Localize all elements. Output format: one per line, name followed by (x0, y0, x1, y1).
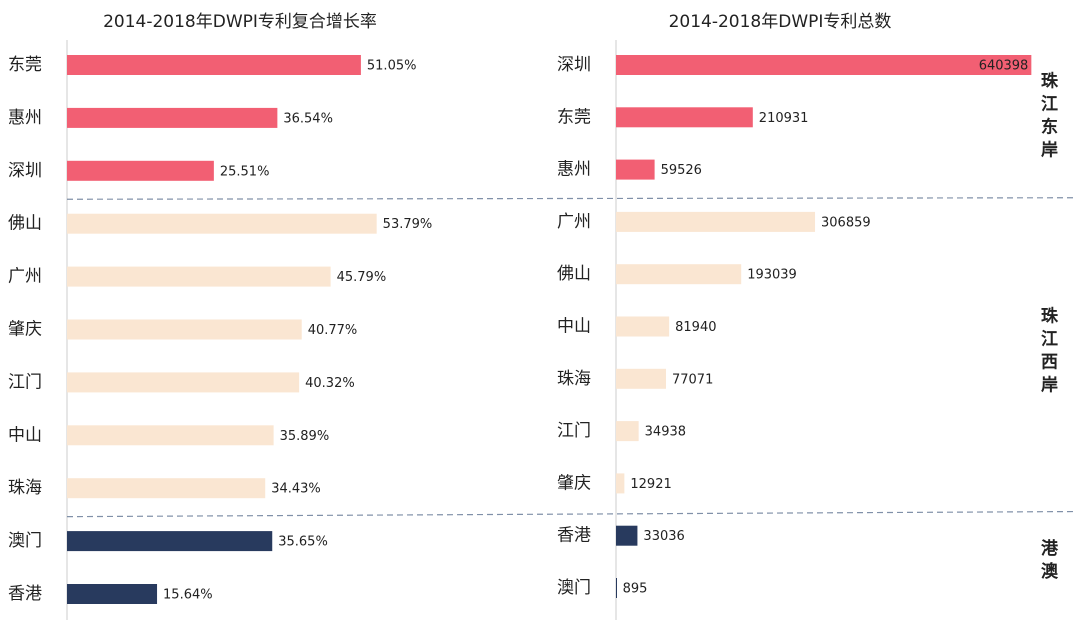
bar (616, 316, 670, 337)
value-label: 193039 (747, 268, 797, 283)
group-label: 珠江西岸 (1037, 307, 1058, 399)
bar (67, 478, 266, 499)
value-label: 34938 (645, 425, 686, 440)
value-label: 59526 (661, 163, 702, 178)
chart-title: 2014-2018年DWPI专利总数 (669, 12, 892, 32)
bar (67, 531, 273, 552)
bar (616, 55, 1032, 75)
value-label: 53.79% (383, 217, 433, 232)
category-label: 肇庆 (557, 473, 591, 493)
bar (616, 159, 655, 180)
bar (616, 107, 753, 128)
bar (67, 425, 274, 446)
category-label: 深圳 (8, 161, 42, 181)
bar (616, 525, 638, 546)
value-label: 36.54% (283, 111, 333, 126)
bar (616, 473, 625, 494)
category-label: 肇庆 (8, 320, 42, 340)
bar (616, 368, 666, 389)
value-label: 12921 (630, 477, 671, 492)
bar (67, 319, 302, 340)
value-label: 15.64% (163, 588, 213, 603)
category-label: 东莞 (8, 55, 42, 75)
bar (616, 211, 816, 232)
value-label: 51.05% (367, 59, 417, 74)
value-label: 77071 (672, 372, 713, 387)
bar (67, 160, 214, 181)
value-label: 35.65% (278, 535, 328, 550)
category-label: 深圳 (557, 55, 591, 75)
category-label: 香港 (8, 584, 42, 604)
value-label: 306859 (821, 215, 871, 230)
value-label: 25.51% (220, 164, 270, 179)
value-label: 210931 (759, 111, 809, 126)
value-label: 81940 (675, 320, 716, 335)
group-divider (66, 197, 1076, 200)
value-label: 34.43% (271, 482, 321, 497)
category-label: 东莞 (557, 107, 591, 127)
category-label: 澳门 (557, 578, 591, 598)
category-label: 佛山 (557, 264, 591, 284)
category-label: 佛山 (8, 214, 42, 234)
category-label: 中山 (557, 317, 591, 337)
group-divider (66, 510, 1076, 518)
bar (616, 421, 639, 442)
value-label: 40.77% (308, 323, 358, 338)
bar (67, 584, 158, 604)
value-label: 895 (623, 582, 648, 597)
category-label: 中山 (8, 425, 42, 445)
category-label: 惠州 (8, 108, 42, 128)
category-label: 惠州 (557, 160, 591, 180)
category-label: 珠海 (557, 369, 591, 389)
category-label: 珠海 (8, 478, 42, 498)
bar (67, 213, 377, 234)
bar (67, 55, 361, 75)
bar (616, 578, 617, 598)
category-label: 江门 (8, 372, 42, 392)
group-label: 港澳 (1037, 538, 1058, 585)
category-label: 江门 (557, 421, 591, 441)
value-label: 45.79% (337, 270, 387, 285)
value-label: 33036 (643, 529, 684, 544)
value-label: 35.89% (280, 429, 330, 444)
bar (67, 107, 278, 128)
category-label: 香港 (557, 526, 591, 546)
group-label: 珠江东岸 (1037, 71, 1058, 163)
category-label: 广州 (8, 267, 42, 287)
category-label: 广州 (557, 212, 591, 232)
bar (616, 264, 742, 285)
bar (67, 372, 300, 393)
value-label: 40.32% (305, 376, 355, 391)
bar (67, 266, 331, 287)
category-label: 澳门 (8, 531, 42, 551)
value-label: 640398 (979, 59, 1029, 74)
chart-title: 2014-2018年DWPI专利复合增长率 (103, 12, 377, 32)
